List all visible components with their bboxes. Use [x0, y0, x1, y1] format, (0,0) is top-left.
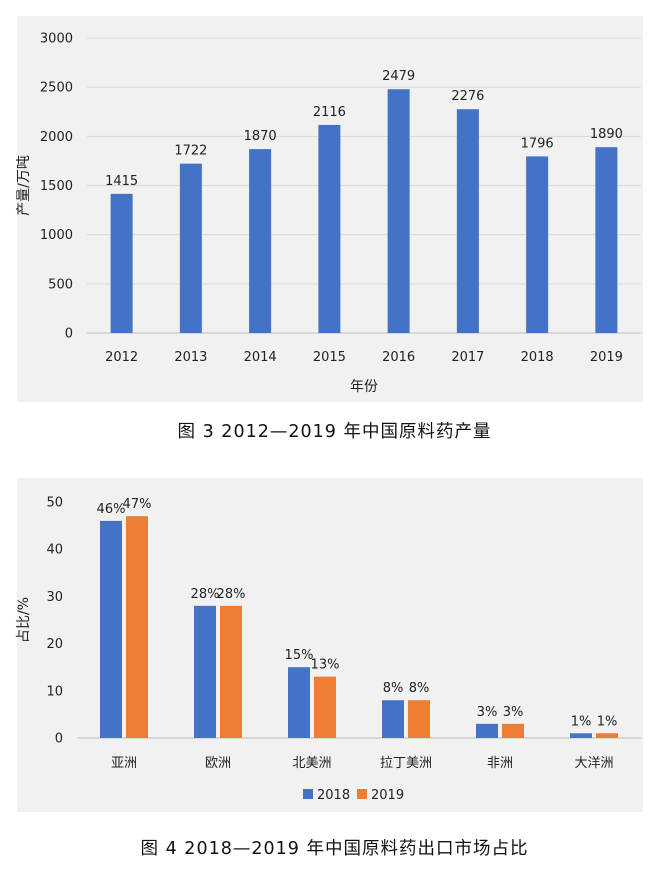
bar-2013 [179, 163, 202, 333]
bar-2015 [318, 124, 341, 333]
x-axis-label: 年份 [350, 379, 378, 395]
legend-label: 2018 [317, 788, 350, 803]
export-share-bar-chart: 0 10 20 30 40 50 亚洲 欧洲 北美洲 拉丁美洲 非洲 大洋洲 46%47% 28%28… [16, 496, 641, 803]
x-tick-label: 大洋洲 [574, 756, 613, 771]
bar-2016 [387, 89, 410, 334]
production-chart-panel: 0 500 1000 1500 2000 2500 3000 2012 2013 2014 201… [16, 16, 643, 402]
data-label: 46% [97, 502, 126, 517]
y-tick-label: 20 [46, 637, 63, 652]
production-bar-chart: 0 500 1000 1500 2000 2500 3000 2012 2013 2014 201… [16, 32, 641, 395]
y-tick-label: 0 [65, 327, 73, 342]
y-tick-label: 30 [46, 590, 63, 605]
bar-亚洲-2018 [100, 520, 122, 738]
x-tick-label: 2014 [244, 350, 277, 365]
bar-2018 [526, 156, 549, 333]
y-tick-label: 3000 [40, 32, 73, 47]
figure-3-caption: 图 3 2012—2019 年中国原料药产量 [177, 422, 492, 442]
x-tick-label: 2012 [105, 350, 138, 365]
data-label: 1722 [174, 144, 207, 159]
data-label: 28% [217, 587, 246, 602]
bar-2014 [249, 149, 272, 333]
bar-大洋洲-2019 [596, 733, 618, 738]
data-label: 8% [383, 681, 404, 696]
data-label: 2276 [451, 89, 484, 104]
bar-北美洲-2018 [288, 667, 310, 738]
bar-拉丁美洲-2018 [382, 700, 404, 738]
y-axis-label: 占比/% [16, 597, 32, 643]
y-tick-label: 1000 [40, 228, 73, 243]
data-label: 8% [409, 681, 430, 696]
y-tick-label: 2000 [40, 130, 73, 145]
bar-非洲-2019 [502, 723, 524, 738]
data-label: 15% [285, 648, 314, 663]
bar-欧洲-2019 [220, 605, 242, 738]
data-label: 1% [571, 714, 592, 729]
data-label: 47% [123, 497, 152, 512]
y-tick-label: 10 [46, 684, 63, 699]
bar-非洲-2018 [476, 723, 498, 738]
bar-2017 [456, 109, 479, 334]
bar-欧洲-2018 [194, 605, 216, 738]
data-label: 1796 [521, 136, 554, 151]
data-label: 28% [191, 587, 220, 602]
x-tick-label: 2017 [451, 350, 484, 365]
export-share-chart-panel: 0 10 20 30 40 50 亚洲 欧洲 北美洲 拉丁美洲 非洲 大洋洲 46% 47% 28% 28… [16, 478, 643, 812]
bar-2019 [595, 147, 618, 333]
x-tick-label: 2018 [521, 350, 554, 365]
legend-swatch-2019 [357, 789, 367, 799]
bar-2012 [110, 193, 133, 333]
x-tick-label: 欧洲 [205, 756, 231, 771]
y-tick-label: 50 [46, 496, 63, 511]
bar-北美洲-2019 [314, 676, 336, 738]
x-tick-label: 2015 [313, 350, 346, 365]
x-tick-label: 2013 [174, 350, 207, 365]
y-tick-label: 0 [55, 732, 63, 747]
x-tick-label: 北美洲 [292, 756, 331, 771]
y-tick-label: 2500 [40, 81, 73, 96]
y-tick-label: 500 [48, 277, 73, 292]
bar-亚洲-2019 [126, 516, 148, 738]
bar-大洋洲-2018 [570, 733, 592, 738]
legend-swatch-2018 [303, 789, 313, 799]
legend-label: 2019 [371, 788, 404, 803]
data-label: 1415 [105, 174, 138, 189]
x-tick-label: 亚洲 [111, 756, 137, 771]
bar-拉丁美洲-2019 [408, 700, 430, 738]
x-tick-label: 拉丁美洲 [380, 756, 432, 771]
figure-4-caption: 图 4 2018—2019 年中国原料药出口市场占比 [140, 839, 529, 859]
data-label: 1890 [590, 127, 623, 142]
data-label: 2116 [313, 105, 346, 120]
x-tick-label: 2019 [590, 350, 623, 365]
data-label: 1% [597, 714, 618, 729]
x-tick-label: 2016 [382, 350, 415, 365]
data-label: 1870 [244, 129, 277, 144]
data-label: 13% [311, 658, 340, 673]
y-tick-label: 1500 [40, 179, 73, 194]
data-label: 2479 [382, 69, 415, 84]
data-label: 3% [503, 705, 524, 720]
data-label: 3% [477, 705, 498, 720]
x-tick-label: 非洲 [487, 756, 513, 771]
y-tick-label: 40 [46, 543, 63, 558]
y-axis-label: 产量/万吨 [16, 155, 32, 216]
